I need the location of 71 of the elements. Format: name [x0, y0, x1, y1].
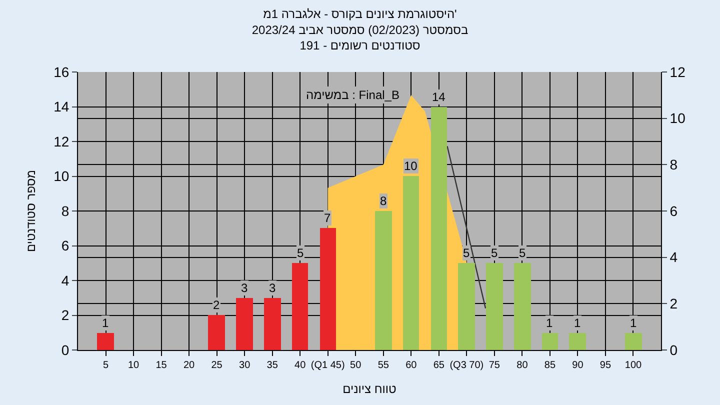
y-tick-label: 14 — [54, 98, 70, 115]
x-tick-label: 30 — [239, 360, 251, 371]
data-label: 8 — [380, 194, 387, 208]
data-label: 14 — [432, 90, 446, 104]
x-axis-title: טווח ציונים — [342, 382, 397, 396]
bar — [97, 333, 114, 350]
data-label: 5 — [297, 246, 304, 260]
x-tick-label: (Q3 70) — [450, 360, 484, 371]
y-tick-label: 10 — [54, 168, 70, 184]
data-label: 5 — [463, 246, 470, 260]
x-tick-label: 100 — [624, 360, 642, 371]
x-tick-label: 35 — [266, 360, 278, 371]
data-label: 1 — [574, 316, 581, 330]
bar — [264, 298, 281, 350]
y-tick-label: 12 — [54, 133, 70, 150]
y2-tick-label: 10 — [670, 110, 686, 126]
x-tick-label: 95 — [600, 360, 612, 371]
data-label: 1 — [102, 316, 109, 330]
bar — [431, 107, 447, 350]
x-tick-label: 25 — [211, 360, 223, 371]
data-label: 10 — [404, 159, 418, 173]
y2-tick-label: 0 — [670, 342, 678, 358]
chart-title: היסטוגרמת ציונים בקורס - אלגברה 1מ' — [263, 7, 457, 22]
bar — [458, 263, 475, 350]
x-tick-label: 20 — [183, 360, 196, 371]
chart-subtitle: בסמסטר (02/2023) סמסטר אביב 2023/24 סטודנטים רשומים - 191 — [252, 22, 468, 52]
x-tick-label: 60 — [406, 360, 418, 371]
x-tick-label: 40 — [294, 360, 306, 371]
x-tick-label: 85 — [544, 360, 556, 371]
y2-tick-label: 12 — [670, 64, 686, 80]
y2-tick-label: 4 — [670, 249, 678, 266]
x-tick-label: 55 — [378, 360, 390, 371]
bar — [403, 176, 419, 350]
annotation: במשימה : Final_B — [306, 88, 400, 102]
x-tick-label: 10 — [128, 360, 140, 371]
bar — [236, 298, 253, 350]
x-tick-label: 50 — [350, 360, 362, 371]
bar — [625, 333, 642, 350]
data-label: 7 — [324, 211, 331, 225]
bar — [542, 333, 558, 350]
x-tick-label: 90 — [572, 360, 584, 371]
y-tick-label: 2 — [61, 307, 70, 324]
y-tick-label: 8 — [61, 202, 70, 219]
y2-tick-label: 6 — [670, 202, 678, 219]
y2-tick-label: 2 — [670, 296, 678, 312]
x-tick-label: 80 — [516, 360, 528, 371]
x-tick-label: 5 — [102, 360, 109, 371]
y-tick-label: 16 — [54, 64, 70, 80]
data-label: 1 — [546, 316, 553, 330]
y2-tick-label: 8 — [670, 156, 678, 173]
data-label: 5 — [519, 246, 526, 260]
data-label: 1 — [630, 316, 637, 330]
bar — [320, 228, 336, 350]
x-tick-label: 75 — [488, 360, 500, 371]
y-tick-label: 0 — [61, 342, 70, 358]
bar — [292, 263, 308, 350]
x-tick-label: 65 — [433, 360, 445, 371]
data-label: 3 — [241, 281, 248, 295]
x-tick-label: (Q1 45) — [310, 360, 345, 371]
bar — [208, 315, 225, 350]
bar — [514, 263, 531, 350]
data-label: 5 — [491, 246, 498, 260]
y-tick-label: 4 — [61, 272, 70, 288]
data-label: 2 — [213, 298, 220, 312]
bar — [375, 211, 392, 350]
data-label: 3 — [269, 281, 276, 295]
bar — [569, 333, 586, 350]
y-tick-label: 6 — [61, 238, 70, 254]
bar — [486, 263, 503, 350]
y-axis-title: מספר סטודנטים — [24, 170, 38, 252]
x-tick-label: 15 — [156, 360, 168, 371]
